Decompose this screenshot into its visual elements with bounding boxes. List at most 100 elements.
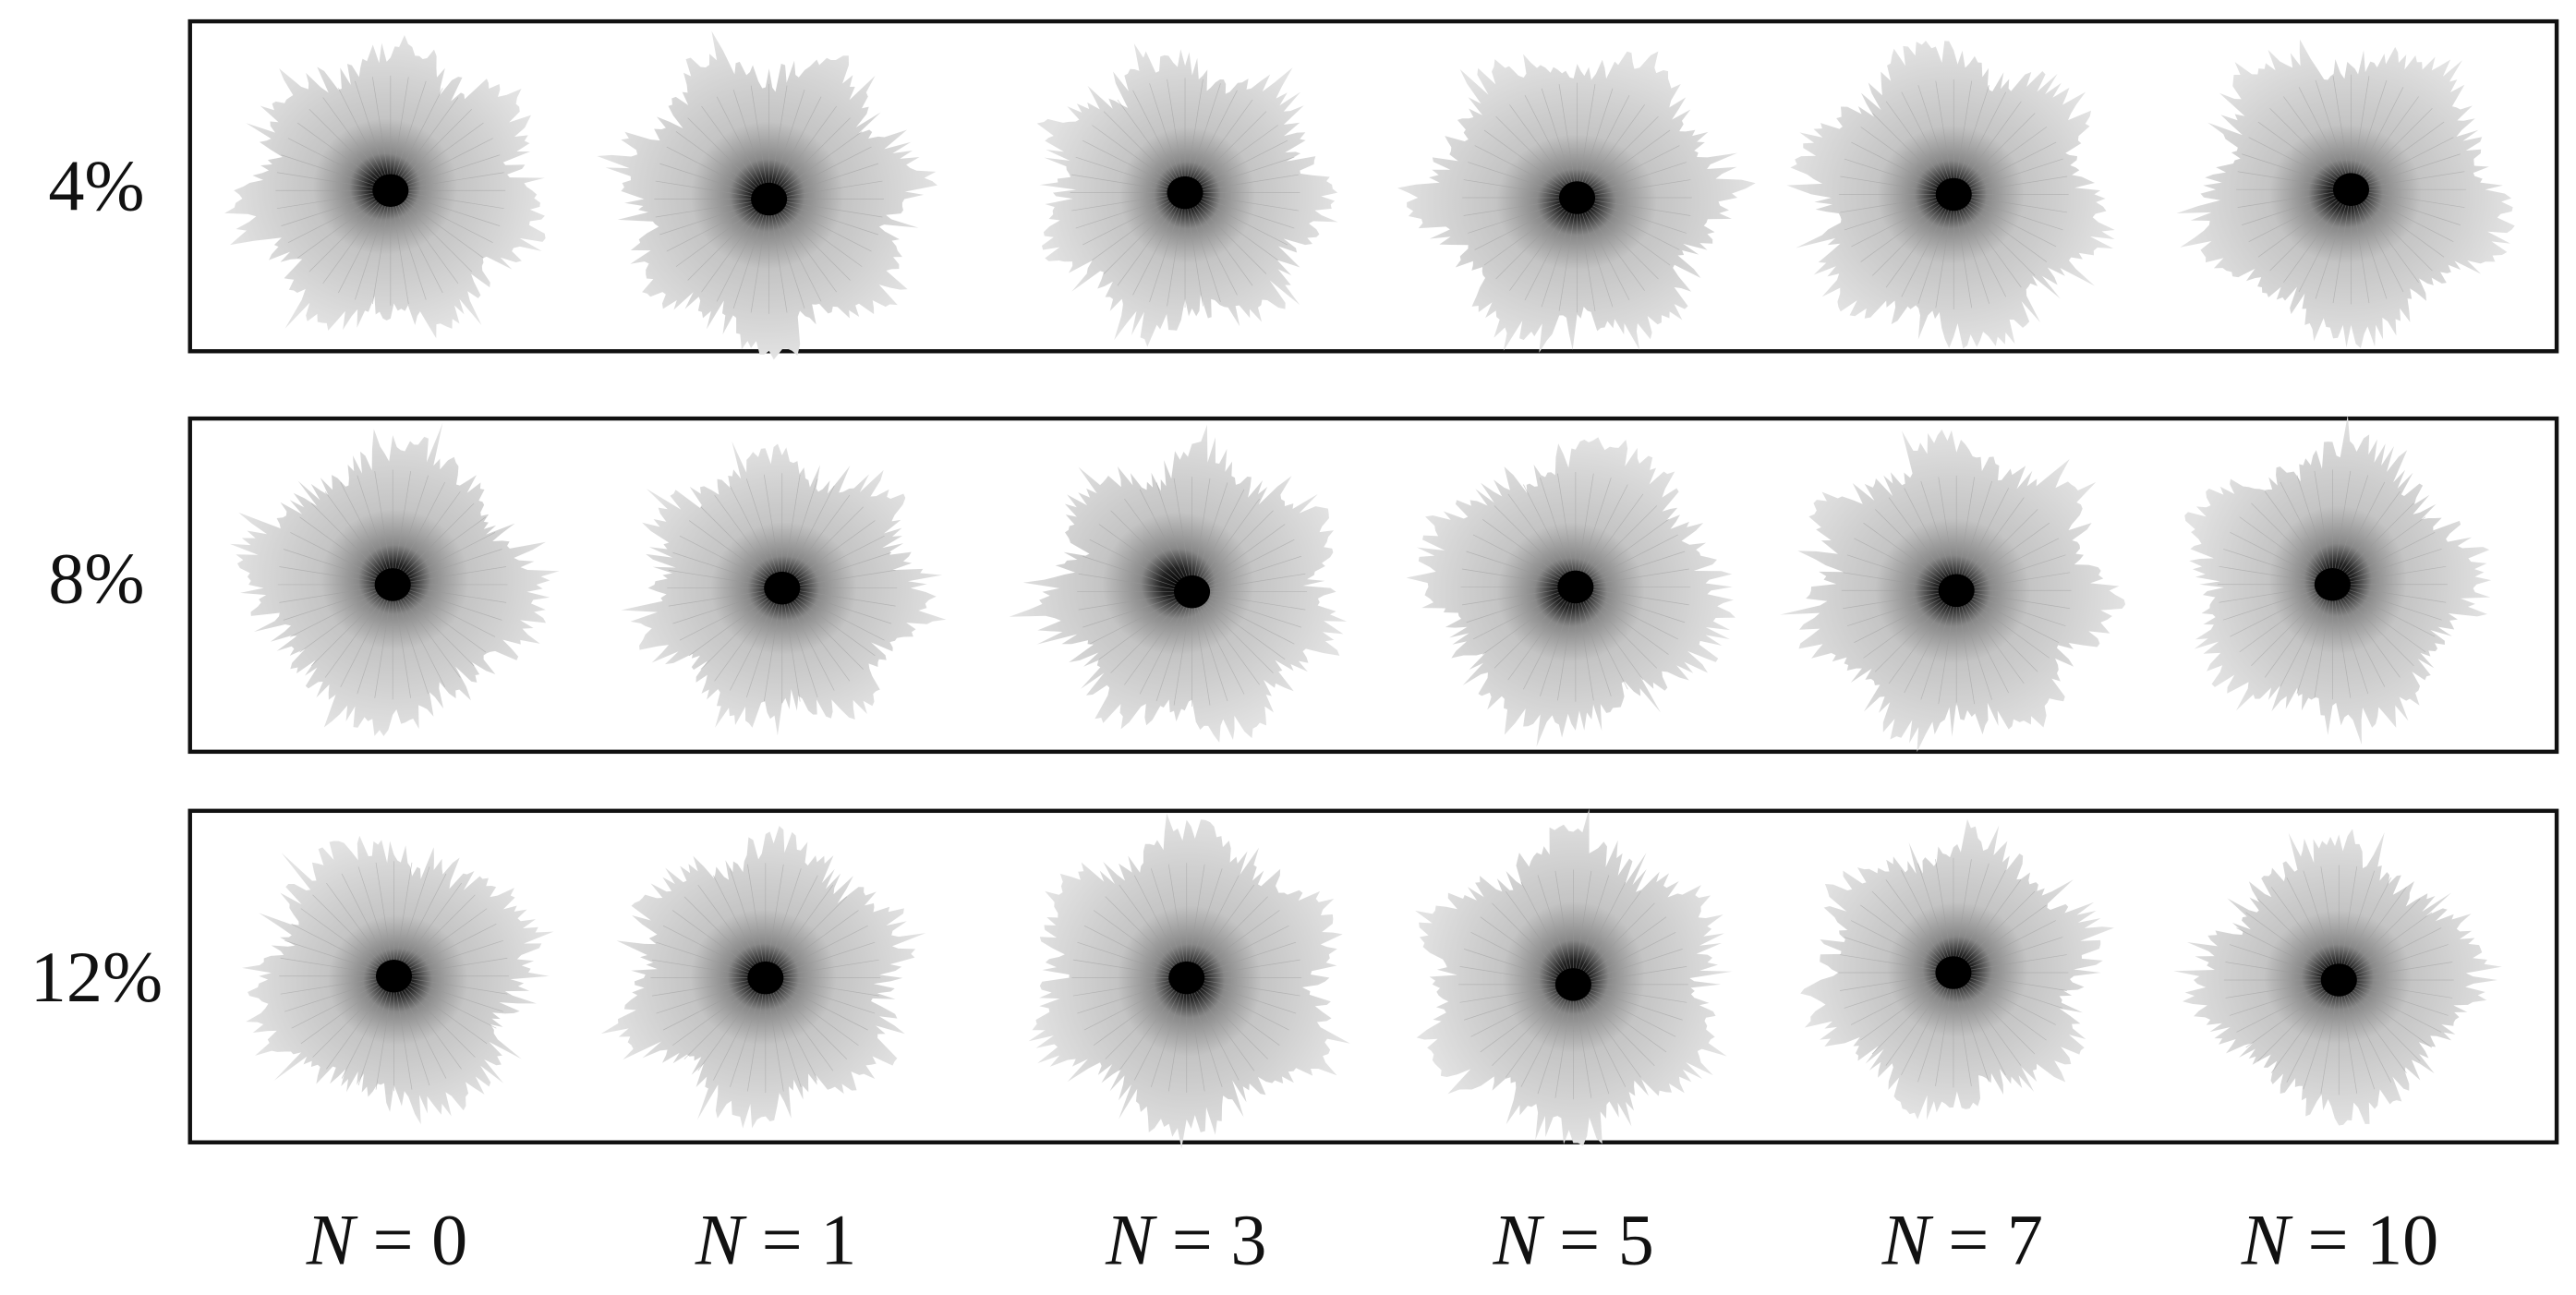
- pattern-ray: [374, 584, 393, 698]
- pattern-ray: [2251, 502, 2333, 586]
- pattern-ray: [1885, 101, 1954, 195]
- pattern-ray: [1186, 925, 1289, 978]
- pattern-ray: [765, 977, 868, 1031]
- pattern-ray: [1577, 197, 1630, 301]
- pattern: [1415, 808, 1733, 1146]
- pattern-ray: [2339, 887, 2407, 981]
- pattern-ray: [393, 975, 508, 995]
- pattern-ray: [1167, 192, 1186, 307]
- column-label: N = 1: [695, 1199, 856, 1279]
- pattern-ray: [1466, 587, 1576, 623]
- pattern-ray: [283, 584, 393, 621]
- pattern-ray: [1573, 984, 1655, 1067]
- pattern-ray: [2332, 584, 2442, 621]
- pattern-ray: [1093, 977, 1187, 1046]
- pattern-core: [374, 568, 411, 601]
- pattern-ray: [1863, 589, 1957, 659]
- pattern-ray: [1917, 863, 1954, 974]
- pattern-ray: [1110, 510, 1192, 592]
- pattern-ray: [1472, 534, 1577, 587]
- pattern: [1406, 437, 1735, 747]
- pattern-ray: [655, 180, 769, 200]
- pattern-ray: [1577, 115, 1659, 199]
- pattern-ray: [1494, 505, 1577, 587]
- pattern-ray: [2219, 565, 2333, 586]
- pattern-ray: [312, 894, 394, 976]
- pattern-ray: [1089, 539, 1192, 592]
- pattern-ray: [296, 122, 392, 191]
- pattern-ray: [1495, 197, 1578, 280]
- pattern-ray: [1577, 179, 1691, 199]
- pattern-ray: [1191, 482, 1228, 592]
- pattern-ray: [1872, 194, 1954, 276]
- pattern-ray: [1083, 977, 1187, 1031]
- pattern-ray: [1184, 79, 1203, 193]
- pattern-ray: [1953, 194, 1973, 309]
- pattern-ray: [1470, 984, 1574, 1037]
- pattern-ray: [1577, 129, 1671, 199]
- pattern-ray: [2332, 470, 2352, 585]
- pattern-ray: [393, 532, 496, 586]
- pattern-ray: [1953, 870, 2006, 974]
- pattern-ray: [1935, 194, 1954, 309]
- pattern-ray: [2264, 584, 2333, 678]
- pattern-ray: [308, 109, 392, 191]
- pattern-ray: [2248, 137, 2352, 190]
- pattern-ray: [781, 485, 835, 588]
- pattern-ray: [1184, 111, 1267, 193]
- pattern-ray: [1953, 972, 1972, 1086]
- pattern-ray: [1953, 194, 1990, 304]
- pattern-ray: [1955, 590, 2025, 684]
- pattern-ray: [393, 975, 430, 1086]
- pattern-ray: [1573, 890, 1641, 986]
- pattern-ray: [768, 105, 838, 200]
- pattern-ray: [659, 163, 769, 200]
- pattern-ray: [390, 122, 484, 191]
- pattern-ray: [1953, 194, 2068, 213]
- pattern-ray: [1092, 192, 1186, 261]
- pattern-ray: [322, 97, 392, 191]
- pattern-ray: [2339, 898, 2421, 981]
- pattern-ray: [1901, 91, 1954, 195]
- pattern-ray: [1184, 192, 1221, 303]
- pattern-ray: [2351, 79, 2388, 190]
- pattern-ray: [688, 520, 782, 588]
- pattern-ray: [2225, 979, 2340, 998]
- pattern-ray: [1483, 197, 1578, 266]
- pattern-ray: [1955, 590, 2038, 672]
- pattern-ray: [2239, 584, 2333, 653]
- pattern-ray: [1117, 192, 1186, 286]
- pattern-ray: [2225, 962, 2340, 981]
- pattern-ray: [781, 587, 892, 624]
- pattern-ray: [393, 975, 413, 1090]
- pattern-ray: [2280, 481, 2333, 585]
- pattern-ray: [1575, 587, 1689, 606]
- pattern-ray: [2332, 584, 2426, 653]
- pattern-ray: [2239, 516, 2333, 586]
- pattern-ray: [781, 587, 835, 691]
- pattern-ray: [1173, 478, 1192, 592]
- pattern-ray: [324, 584, 393, 678]
- pattern-ray: [1885, 194, 1954, 288]
- pattern-ray: [1577, 197, 1680, 250]
- pattern-ray: [1953, 890, 2036, 974]
- pattern-ray: [287, 138, 391, 191]
- pattern-ray: [393, 975, 503, 1012]
- pattern-ray: [1083, 925, 1187, 978]
- pattern-ray: [310, 584, 393, 667]
- pattern-ray: [1577, 145, 1680, 199]
- panel-frame: [187, 808, 2559, 1144]
- pattern-ray: [1150, 977, 1188, 1088]
- pattern-ray: [284, 939, 394, 977]
- pattern-ray: [284, 975, 394, 1012]
- pattern-ray: [340, 481, 393, 586]
- pattern-ray: [781, 587, 876, 657]
- pattern-ray: [1953, 972, 1989, 1083]
- pattern-ray: [1953, 937, 2063, 974]
- pattern: [597, 30, 937, 360]
- pattern-ray: [1953, 91, 2007, 195]
- pattern-ray: [683, 896, 767, 978]
- pattern-ray: [355, 80, 392, 191]
- pattern-ray: [1573, 881, 1627, 985]
